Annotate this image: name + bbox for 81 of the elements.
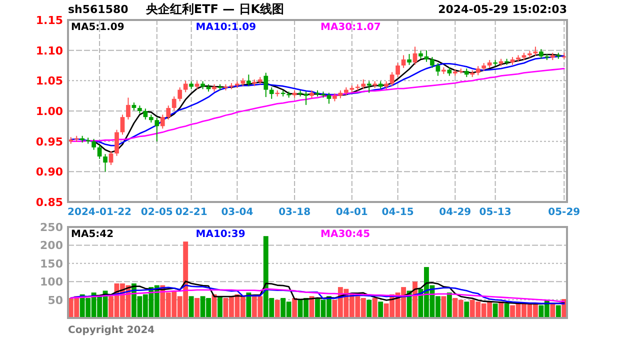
text: MA5:1.09	[71, 22, 124, 33]
candlestick	[178, 86, 182, 102]
candlestick	[436, 62, 440, 76]
bar	[218, 296, 222, 318]
bar	[378, 302, 384, 318]
candlestick	[430, 56, 434, 68]
text: MA10:39	[196, 229, 246, 240]
candlestick	[108, 150, 114, 166]
candlestick	[412, 46, 418, 66]
bar	[274, 300, 280, 318]
text: Copyright 2024	[68, 325, 155, 336]
y-tick-label: 1.05	[36, 74, 63, 88]
candlestick	[154, 117, 160, 142]
bar	[441, 296, 446, 318]
y-tick-label: 1.15	[36, 14, 63, 27]
bar	[292, 298, 298, 318]
bar	[372, 298, 378, 318]
text: MA10:1.09	[196, 22, 256, 33]
x-tick-label: 05-13	[479, 207, 512, 218]
text: MA30:1.07	[320, 22, 381, 33]
bar	[194, 298, 200, 318]
bar	[446, 292, 452, 318]
candlestick	[269, 86, 274, 100]
y-tick-label: 0.85	[36, 196, 63, 209]
line-series	[70, 284, 565, 304]
x-tick-label: 02-05	[140, 207, 173, 218]
candlestick	[183, 80, 188, 93]
candlestick	[143, 108, 148, 120]
chart-title: 央企红利ETF — 日K线图	[146, 2, 284, 16]
candlestick	[539, 48, 544, 60]
candlestick	[97, 144, 102, 160]
y-tick-label: 250	[40, 221, 64, 234]
candlestick	[401, 54, 406, 68]
bar	[556, 305, 561, 318]
x-tick-label: 03-18	[278, 207, 311, 218]
candlestick	[120, 114, 125, 136]
line-series	[70, 288, 565, 302]
bar	[188, 296, 194, 318]
x-tick-label: 03-04	[221, 207, 254, 218]
x-tick-label: 04-15	[382, 207, 414, 218]
x-tick-label: 2024-01-22	[68, 207, 132, 218]
candlestick	[424, 50, 429, 62]
candlestick	[304, 91, 308, 106]
candlestick	[126, 97, 130, 120]
bar	[366, 300, 372, 318]
bar	[550, 303, 556, 318]
candlestick	[366, 80, 372, 94]
bar	[492, 303, 498, 318]
candlestick	[160, 114, 165, 130]
y-tick-label: 0.90	[36, 166, 64, 179]
candlestick	[103, 154, 108, 172]
x-tick-label: 05-29	[548, 207, 580, 218]
candlestick	[114, 129, 119, 156]
x-tick-label: 04-01	[336, 207, 368, 218]
y-tick-label: 200	[40, 239, 64, 252]
y-tick-label: 1.00	[36, 105, 64, 118]
candlestick	[476, 66, 480, 76]
candlestick	[361, 78, 366, 90]
text: MA30:45	[320, 229, 370, 240]
text: sh561580	[68, 3, 129, 16]
x-tick-label: 04-29	[439, 207, 472, 218]
y-tick-label: 50	[48, 294, 64, 307]
text: MA5:42	[71, 229, 114, 240]
candlestick	[396, 62, 400, 78]
candlestick	[264, 72, 268, 98]
text: 2024-05-29 15:02:03	[438, 3, 567, 16]
candlestick	[246, 74, 251, 87]
candlestick	[533, 46, 538, 56]
candlestick	[407, 53, 412, 66]
candlestick	[172, 96, 176, 111]
candlestick	[92, 138, 96, 150]
x-tick-label: 02-21	[175, 207, 208, 218]
y-tick-label: 150	[40, 257, 64, 270]
candlestick	[166, 105, 171, 120]
y-tick-label: 0.95	[36, 135, 63, 148]
candlestick	[326, 92, 332, 104]
bar	[246, 292, 252, 318]
y-tick-label: 100	[40, 276, 64, 289]
bar	[464, 302, 470, 318]
y-tick-label: 1.10	[36, 44, 64, 58]
candlestick	[390, 72, 394, 87]
